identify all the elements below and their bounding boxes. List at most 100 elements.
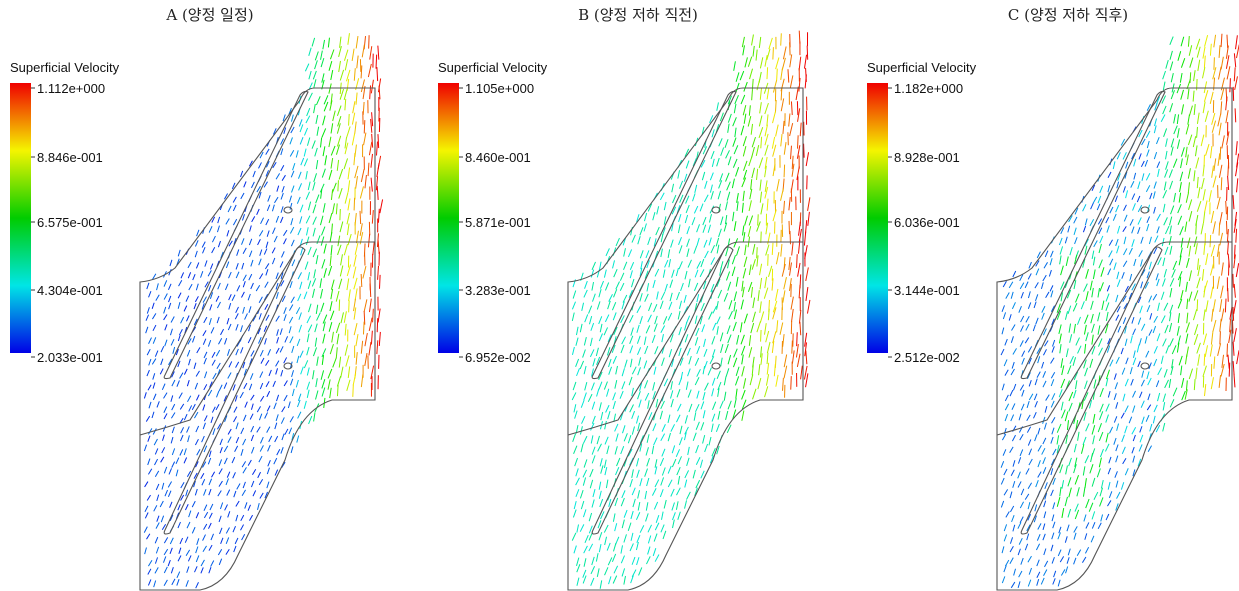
velocity-arrow xyxy=(733,103,737,114)
velocity-arrow xyxy=(316,126,320,136)
velocity-arrow xyxy=(1179,247,1183,258)
velocity-arrow xyxy=(1066,420,1069,430)
velocity-arrow xyxy=(1017,481,1022,488)
velocity-arrow xyxy=(1009,446,1014,454)
velocity-arrow xyxy=(648,412,653,421)
velocity-arrow xyxy=(203,511,209,519)
velocity-arrow xyxy=(630,278,635,288)
velocity-arrow xyxy=(1081,556,1087,563)
velocity-arrow xyxy=(741,354,744,365)
velocity-arrow xyxy=(608,294,613,302)
velocity-arrow xyxy=(1170,138,1175,148)
velocity-arrow xyxy=(748,155,753,167)
velocity-arrow xyxy=(1146,404,1152,411)
velocity-arrow xyxy=(1200,134,1205,147)
velocity-arrow xyxy=(163,406,168,413)
velocity-arrow xyxy=(290,296,295,304)
velocity-arrow xyxy=(742,268,747,279)
velocity-arrow xyxy=(1052,477,1056,485)
velocity-arrow xyxy=(336,105,342,116)
velocity-arrow xyxy=(227,372,232,379)
velocity-arrow xyxy=(622,294,628,303)
velocity-arrow xyxy=(780,188,784,201)
velocity-arrow xyxy=(637,236,641,245)
velocity-arrow xyxy=(176,380,180,387)
velocity-arrow xyxy=(290,446,294,454)
velocity-arrow xyxy=(191,500,196,508)
velocity-arrow xyxy=(806,299,811,314)
velocity-arrow xyxy=(1099,185,1104,194)
velocity-arrow xyxy=(1234,108,1237,123)
velocity-arrow xyxy=(1216,244,1220,257)
velocity-arrow xyxy=(163,293,168,300)
velocity-arrow xyxy=(321,168,326,178)
velocity-arrow xyxy=(1203,55,1206,68)
velocity-arrow xyxy=(227,205,232,213)
velocity-arrow xyxy=(1138,338,1142,346)
velocity-arrow xyxy=(708,237,712,246)
velocity-arrow xyxy=(734,95,739,105)
velocity-arrow xyxy=(1211,165,1214,178)
velocity-arrow xyxy=(677,456,682,465)
velocity-arrow xyxy=(671,358,675,367)
velocity-arrow xyxy=(1148,236,1152,245)
velocity-arrow xyxy=(233,406,238,413)
velocity-arrow xyxy=(1202,189,1206,201)
velocity-arrow xyxy=(1100,514,1104,522)
velocity-arrow xyxy=(1120,347,1124,355)
velocity-arrow xyxy=(344,344,349,356)
velocity-arrow xyxy=(661,467,666,476)
velocity-arrow xyxy=(1221,262,1224,276)
velocity-arrow xyxy=(291,185,295,193)
velocity-arrow xyxy=(307,201,312,211)
velocity-arrow xyxy=(202,330,207,337)
velocity-arrow xyxy=(599,498,604,508)
velocity-arrow xyxy=(744,244,747,256)
velocity-arrow xyxy=(1137,217,1142,225)
velocity-arrow xyxy=(219,438,223,446)
velocity-arrow xyxy=(154,458,159,466)
velocity-arrow xyxy=(290,378,294,386)
velocity-arrow xyxy=(1083,283,1088,292)
velocity-arrow xyxy=(735,167,740,177)
velocity-arrow xyxy=(276,185,280,192)
velocity-arrow xyxy=(228,271,232,279)
velocity-arrow xyxy=(170,395,174,402)
velocity-arrow xyxy=(154,536,159,544)
velocity-arrow xyxy=(1105,414,1109,423)
velocity-arrow xyxy=(724,139,729,148)
velocity-arrow xyxy=(1188,210,1193,222)
velocity-arrow xyxy=(583,289,588,298)
velocity-arrow xyxy=(240,427,245,435)
velocity-arrow xyxy=(353,152,356,166)
velocity-arrow xyxy=(660,477,665,486)
velocity-arrow xyxy=(764,124,769,137)
velocity-arrow xyxy=(579,524,585,532)
velocity-arrow xyxy=(599,458,603,467)
velocity-arrow xyxy=(1130,335,1133,344)
velocity-arrow xyxy=(680,282,684,292)
velocity-arrow xyxy=(659,457,665,466)
geometry xyxy=(567,87,804,591)
velocity-arrow xyxy=(1105,369,1110,380)
velocity-arrow xyxy=(275,347,280,354)
velocity-arrow xyxy=(702,365,706,375)
velocity-arrow xyxy=(624,359,628,368)
velocity-arrow xyxy=(306,333,310,343)
velocity-arrow xyxy=(1133,258,1137,267)
velocity-arrow xyxy=(1123,248,1128,256)
velocity-arrow xyxy=(804,342,808,357)
velocity-arrow xyxy=(1220,101,1223,115)
velocity-arrow xyxy=(233,237,237,245)
velocity-arrow xyxy=(1084,478,1087,489)
velocity-arrow xyxy=(276,329,279,336)
velocity-arrow xyxy=(741,280,744,292)
velocity-arrow xyxy=(1009,557,1014,565)
velocity-arrow xyxy=(344,142,349,155)
velocity-arrow xyxy=(338,356,342,368)
velocity-arrow xyxy=(355,333,359,347)
velocity-arrow xyxy=(1202,46,1206,59)
panels: A (양정 일정)Superficial Velocity1.112e+0008… xyxy=(10,6,1233,591)
velocity-arrow xyxy=(274,422,278,430)
velocity-arrow xyxy=(328,212,333,224)
